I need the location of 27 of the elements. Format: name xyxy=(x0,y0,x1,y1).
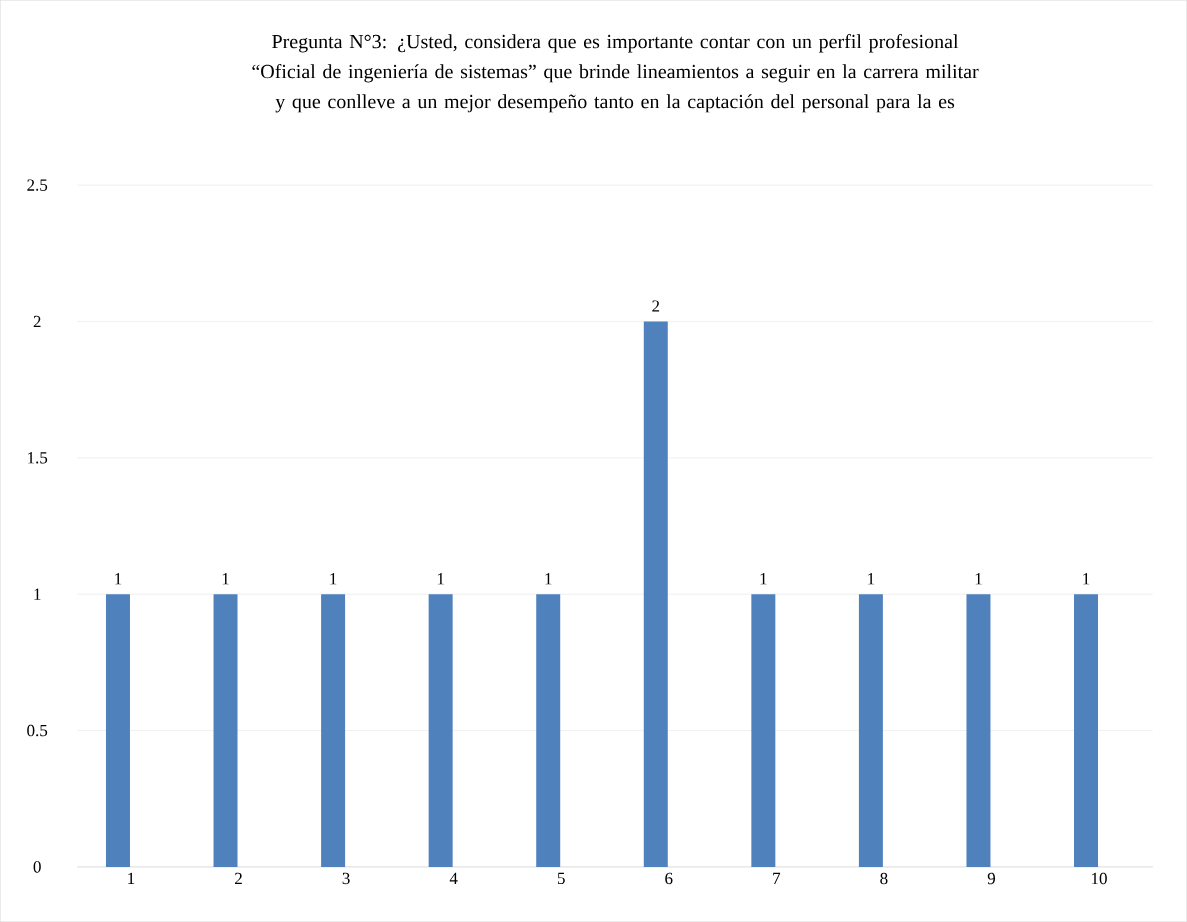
y-tick-label: 0.5 xyxy=(27,724,48,737)
x-tick-label: 4 xyxy=(449,872,458,884)
data-label: 1 xyxy=(975,573,982,585)
y-tick-label: 2 xyxy=(33,315,41,328)
x-tick-label: 1 xyxy=(128,872,135,884)
data-label: 1 xyxy=(115,573,122,585)
data-label: 1 xyxy=(760,573,767,585)
x-tick-label: 5 xyxy=(557,872,565,885)
data-label: 1 xyxy=(1083,573,1090,585)
x-tick-label: 8 xyxy=(880,872,888,885)
x-tick-label: 2 xyxy=(235,872,242,884)
y-tick-label: 1 xyxy=(34,588,41,600)
data-label: 1 xyxy=(330,573,337,585)
data-label: 1 xyxy=(868,573,875,585)
data-label: 1 xyxy=(545,573,552,585)
chart-title: Pregunta N°3: ¿Usted, considera que es importante contar con un perfil profesional “Oficial de ingeniería de sistemas” que brinde lineamientos a seguir en la carrera militar y que conlleve a un mejor desempeño tanto en la captación del personal para la es xyxy=(252,34,979,113)
data-label: 1 xyxy=(222,573,229,585)
x-tick-label: 10 xyxy=(1092,872,1107,885)
y-tick-label: 0 xyxy=(33,861,41,873)
data-label: 1 xyxy=(437,573,444,585)
data-label: 2 xyxy=(652,300,660,312)
x-tick-label: 3 xyxy=(342,872,350,885)
x-tick-label: 9 xyxy=(987,872,995,885)
x-tick-label: 6 xyxy=(665,872,673,885)
y-tick-label: 1.5 xyxy=(28,452,48,464)
x-tick-label: 7 xyxy=(773,872,781,884)
y-tick-label: 2.5 xyxy=(27,179,48,191)
